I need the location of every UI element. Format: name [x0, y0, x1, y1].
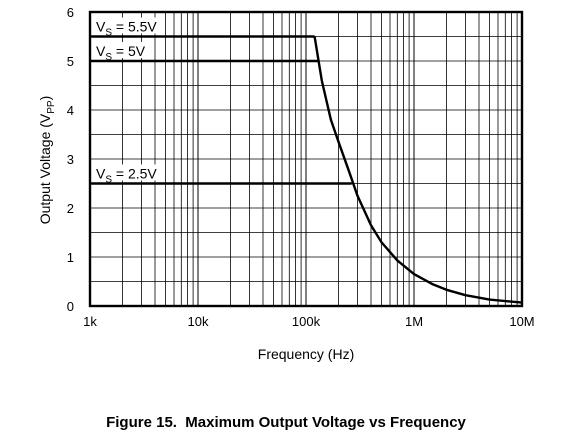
series-label-0: VS = 5.5V — [96, 19, 157, 39]
series-label-background — [93, 42, 149, 58]
y-tick-label: 3 — [67, 152, 74, 167]
x-tick-label: 1M — [405, 314, 423, 329]
y-tick-label: 1 — [67, 250, 74, 265]
x-tick-label: 100k — [292, 314, 321, 329]
y-tick-label: 2 — [67, 201, 74, 216]
x-tick-label: 10M — [509, 314, 534, 329]
series-label-background — [93, 17, 160, 34]
y-axis-title: Output Voltage (VPP) — [37, 96, 57, 225]
x-tick-label: 10k — [188, 314, 209, 329]
series-label-rest: = 5.5V — [112, 19, 157, 35]
series-label-subscript: S — [105, 52, 112, 63]
series-label-rest: = 2.5V — [112, 166, 157, 182]
y-axis-title-subscript: PP — [46, 100, 57, 114]
tick-labels: 1k 10k 100k 1M 10M 0 1 2 3 4 5 6 — [67, 5, 535, 329]
series-label-2: VS = 2.5V — [96, 166, 157, 186]
x-axis-title: Frequency (Hz) — [258, 346, 354, 362]
y-tick-label: 5 — [67, 54, 74, 69]
x-tick-label: 1k — [83, 314, 97, 329]
plot-frame — [88, 10, 524, 308]
y-tick-label: 4 — [67, 103, 74, 118]
y-tick-label: 0 — [67, 299, 74, 314]
series-label-rest: = 5V — [112, 43, 146, 59]
y-axis-title-close: ) — [37, 96, 53, 101]
series-label-subscript: S — [105, 175, 112, 186]
y-tick-label: 6 — [67, 5, 74, 20]
plot-border — [88, 10, 524, 308]
series-label-main: V — [96, 43, 106, 59]
series-label-background — [93, 164, 160, 181]
series-label-subscript: S — [105, 28, 112, 39]
bandwidth-limit-curve — [313, 36, 523, 304]
grid — [89, 11, 522, 307]
series-label-1: VS = 5V — [96, 43, 146, 63]
figure-caption: Figure 15. Maximum Output Voltage vs Fre… — [106, 414, 466, 431]
y-axis-title-main: Output Voltage (V — [37, 113, 53, 224]
series-label-main: V — [96, 19, 106, 35]
series-label-main: V — [96, 166, 106, 182]
